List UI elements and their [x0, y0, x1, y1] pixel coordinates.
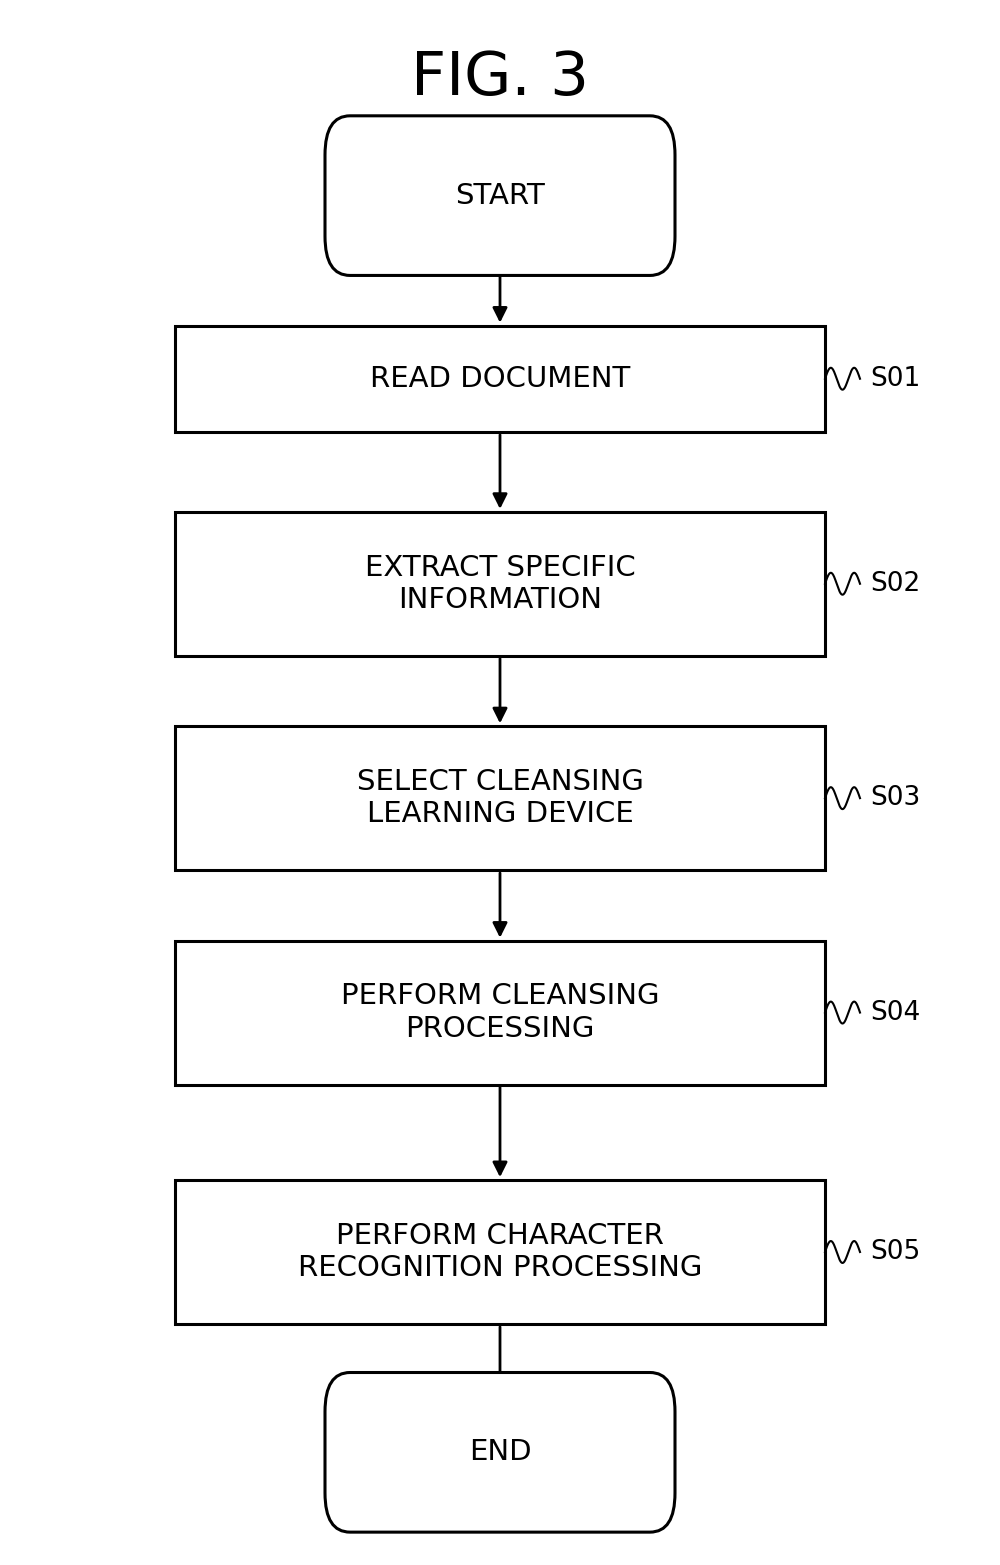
Text: S01: S01: [870, 366, 920, 391]
Text: S05: S05: [870, 1239, 920, 1265]
FancyBboxPatch shape: [325, 116, 675, 275]
Bar: [175, 512, 825, 656]
Text: SELECT CLEANSING
LEARNING DEVICE: SELECT CLEANSING LEARNING DEVICE: [357, 768, 643, 828]
Text: S03: S03: [870, 786, 920, 811]
Bar: [175, 726, 825, 870]
Text: READ DOCUMENT: READ DOCUMENT: [370, 365, 630, 393]
Bar: [175, 326, 825, 432]
Text: FIG. 3: FIG. 3: [411, 49, 589, 108]
Text: PERFORM CHARACTER
RECOGNITION PROCESSING: PERFORM CHARACTER RECOGNITION PROCESSING: [298, 1222, 702, 1282]
Text: END: END: [469, 1438, 531, 1466]
Text: S02: S02: [870, 571, 920, 596]
Text: START: START: [455, 182, 545, 210]
Text: S04: S04: [870, 1000, 920, 1025]
FancyBboxPatch shape: [325, 1373, 675, 1532]
Bar: [175, 1180, 825, 1324]
Text: PERFORM CLEANSING
PROCESSING: PERFORM CLEANSING PROCESSING: [341, 983, 659, 1042]
Text: EXTRACT SPECIFIC
INFORMATION: EXTRACT SPECIFIC INFORMATION: [365, 554, 635, 613]
Bar: [175, 941, 825, 1085]
